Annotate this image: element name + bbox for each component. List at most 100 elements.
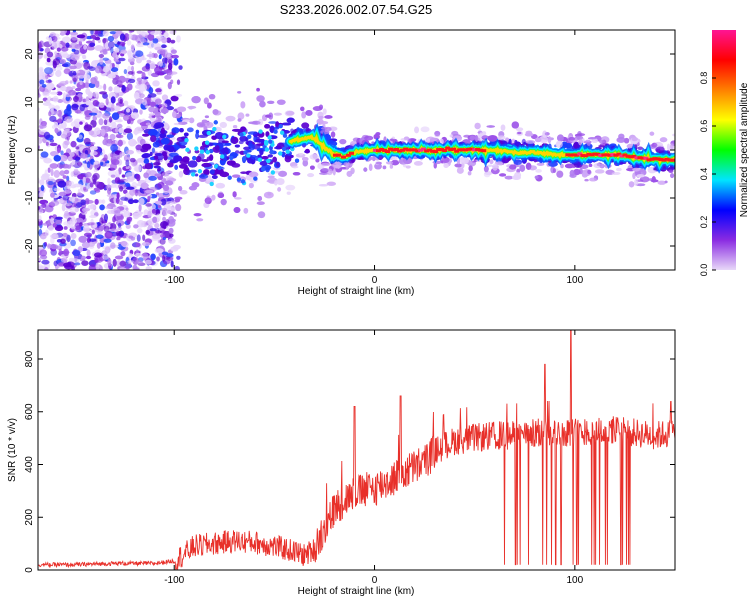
heat-blob: [176, 79, 181, 85]
ridge-core: [649, 157, 655, 161]
heat-blob: [45, 79, 53, 84]
heat-blob: [567, 164, 575, 168]
heat-blob: [110, 174, 116, 178]
heat-blob: [51, 35, 58, 43]
heat-blob: [69, 152, 75, 157]
heat-blob: [276, 178, 285, 185]
heat-blob: [368, 163, 373, 171]
heat-blob: [134, 189, 139, 197]
heat-blob: [179, 190, 188, 195]
heat-blob: [91, 229, 95, 235]
snr-y-label: SNR (10 * v/v): [7, 418, 18, 482]
heat-blob: [45, 60, 54, 66]
heat-blob: [49, 163, 59, 169]
heat-blob: [178, 121, 188, 125]
heat-blob: [151, 147, 155, 154]
heat-blob: [93, 252, 103, 258]
heat-blob: [81, 54, 86, 59]
heat-blob: [556, 170, 564, 178]
heat-blob: [53, 170, 60, 178]
heat-blob: [136, 174, 141, 182]
heat-blob: [215, 182, 225, 189]
heat-blob: [456, 167, 464, 174]
ridge-core: [460, 148, 466, 152]
heat-blob: [62, 195, 69, 201]
heat-blob: [219, 171, 230, 178]
heat-blob: [91, 35, 97, 40]
heat-blob: [155, 88, 162, 93]
heat-blob: [517, 131, 522, 135]
heat-blob: [167, 62, 173, 71]
heat-blob: [138, 203, 142, 212]
heat-blob: [154, 153, 163, 156]
heat-blob: [160, 137, 170, 145]
heat-blob: [81, 241, 90, 249]
heat-blob: [413, 161, 423, 166]
heat-blob: [657, 180, 667, 185]
heat-blob: [138, 57, 147, 61]
heat-blob: [318, 183, 329, 187]
ridge-core: [664, 157, 670, 161]
ridge-core: [415, 149, 421, 153]
heat-blob: [375, 132, 381, 136]
ridge-core: [610, 153, 616, 157]
heat-blob: [525, 140, 536, 144]
heat-blob: [167, 209, 172, 214]
heat-blob: [63, 226, 68, 230]
heat-blob: [486, 125, 495, 128]
heat-blob: [154, 107, 159, 114]
heat-blob: [84, 150, 89, 155]
heat-blob: [170, 39, 176, 44]
heat-blob: [91, 174, 98, 182]
heat-blob: [153, 53, 158, 59]
heat-blob: [96, 230, 103, 235]
heat-blob: [259, 149, 264, 156]
heat-blob: [77, 75, 86, 79]
heat-blob: [107, 35, 115, 42]
heat-blob: [585, 139, 591, 143]
heat-blob: [139, 138, 146, 146]
ridge-core: [601, 153, 607, 157]
heat-blob: [119, 260, 127, 267]
ridge-core: [622, 153, 628, 157]
heat-blob: [148, 106, 156, 113]
heat-blob: [268, 121, 278, 124]
heat-blob: [483, 165, 489, 173]
heat-blob: [70, 121, 80, 128]
ridge-core: [340, 155, 346, 159]
ridge-core: [589, 153, 595, 157]
heat-blob: [51, 41, 58, 50]
heat-blob: [157, 49, 166, 55]
colorbar-tick-label: 0.6: [699, 120, 709, 133]
heat-spot: [241, 156, 247, 161]
heat-blob: [420, 126, 430, 133]
ridge-core: [445, 146, 451, 150]
heat-blob: [170, 49, 177, 54]
heat-blob: [318, 121, 329, 125]
heat-blob: [599, 163, 605, 169]
heat-blob: [72, 249, 81, 257]
heat-blob: [120, 196, 129, 201]
ridge-core: [442, 148, 448, 152]
heat-blob: [125, 166, 130, 170]
heat-blob: [143, 172, 149, 179]
heat-blob: [598, 139, 605, 144]
heat-blob: [94, 127, 101, 135]
spectrogram-y-tick-label: 20: [24, 48, 35, 60]
heat-blob: [79, 121, 83, 125]
heat-blob: [405, 165, 411, 169]
heat-blob: [74, 156, 81, 162]
heat-blob: [264, 123, 271, 129]
heat-blob: [73, 95, 79, 103]
heat-blob: [70, 239, 76, 247]
heat-blob: [85, 100, 92, 106]
heat-blob: [105, 205, 112, 210]
heat-blob: [90, 30, 94, 35]
heat-blob: [339, 139, 347, 145]
heat-blob: [248, 141, 253, 149]
heat-spot: [213, 120, 218, 125]
snr-panel: -100 0 100 0 200 400 600 800 Height of straigh…: [7, 329, 676, 597]
heat-blob: [126, 132, 134, 141]
heat-spot: [270, 170, 276, 175]
spectrogram-y-tick-label: 10: [24, 96, 35, 108]
